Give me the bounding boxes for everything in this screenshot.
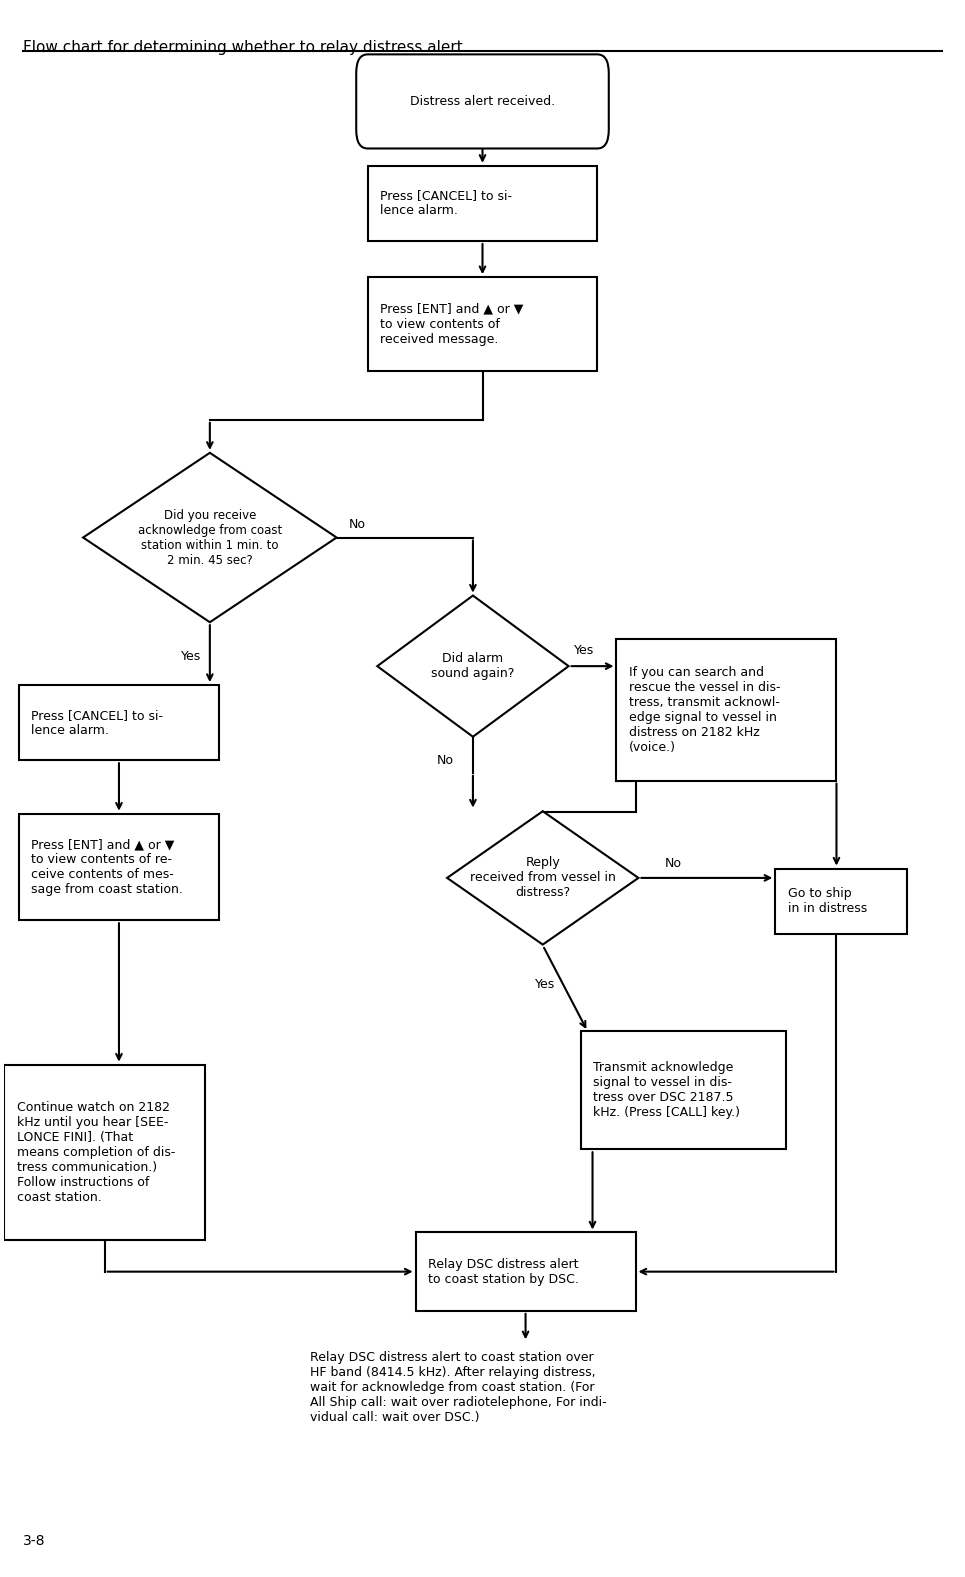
Bar [18, 684, 219, 760]
Text: Flow chart for determining whether to relay distress alert: Flow chart for determining whether to re… [23, 41, 463, 55]
Bar [18, 814, 219, 921]
Text: Continue watch on 2182
kHz until you hear [SEE-
LONCE FINI]. (That
means complet: Continue watch on 2182 kHz until you hea… [16, 1101, 175, 1203]
Text: Reply
received from vessel in
distress?: Reply received from vessel in distress? [470, 856, 616, 899]
Text: Relay DSC distress alert to coast station over
HF band (8414.5 kHz). After relay: Relay DSC distress alert to coast statio… [311, 1351, 607, 1424]
Text: Yes: Yes [574, 643, 594, 658]
Bar [4, 1064, 206, 1240]
Text: Go to ship
in in distress: Go to ship in in distress [787, 888, 867, 915]
Text: Did you receive
acknowledge from coast
station within 1 min. to
2 min. 45 sec?: Did you receive acknowledge from coast s… [138, 508, 282, 566]
Bar [617, 640, 837, 781]
Text: Relay DSC distress alert
to coast station by DSC.: Relay DSC distress alert to coast statio… [427, 1257, 579, 1285]
Polygon shape [83, 453, 337, 623]
Text: No: No [664, 858, 681, 871]
Text: Press [ENT] and ▲ or ▼
to view contents of re-
ceive contents of mes-
sage from : Press [ENT] and ▲ or ▼ to view contents … [31, 837, 182, 896]
Text: Distress alert received.: Distress alert received. [410, 95, 555, 107]
Bar [581, 1031, 786, 1148]
Text: Did alarm
sound again?: Did alarm sound again? [431, 653, 514, 680]
Text: Yes: Yes [181, 650, 202, 664]
Text: Yes: Yes [536, 978, 556, 990]
FancyBboxPatch shape [356, 54, 609, 148]
Text: Press [CANCEL] to si-
lence alarm.: Press [CANCEL] to si- lence alarm. [31, 708, 163, 736]
Bar [368, 166, 597, 241]
Text: No: No [436, 754, 454, 766]
Polygon shape [447, 811, 639, 945]
Bar [775, 869, 907, 935]
Text: Transmit acknowledge
signal to vessel in dis-
tress over DSC 2187.5
kHz. (Press : Transmit acknowledge signal to vessel in… [593, 1061, 740, 1118]
Text: If you can search and
rescue the vessel in dis-
tress, transmit acknowl-
edge si: If you can search and rescue the vessel … [629, 665, 781, 754]
Text: 3-8: 3-8 [23, 1534, 45, 1547]
Polygon shape [377, 596, 568, 736]
Text: Press [ENT] and ▲ or ▼
to view contents of
received message.: Press [ENT] and ▲ or ▼ to view contents … [380, 303, 523, 345]
Bar [416, 1233, 636, 1310]
Text: Press [CANCEL] to si-
lence alarm.: Press [CANCEL] to si- lence alarm. [380, 189, 512, 218]
Text: No: No [348, 519, 366, 531]
Bar [368, 278, 597, 371]
